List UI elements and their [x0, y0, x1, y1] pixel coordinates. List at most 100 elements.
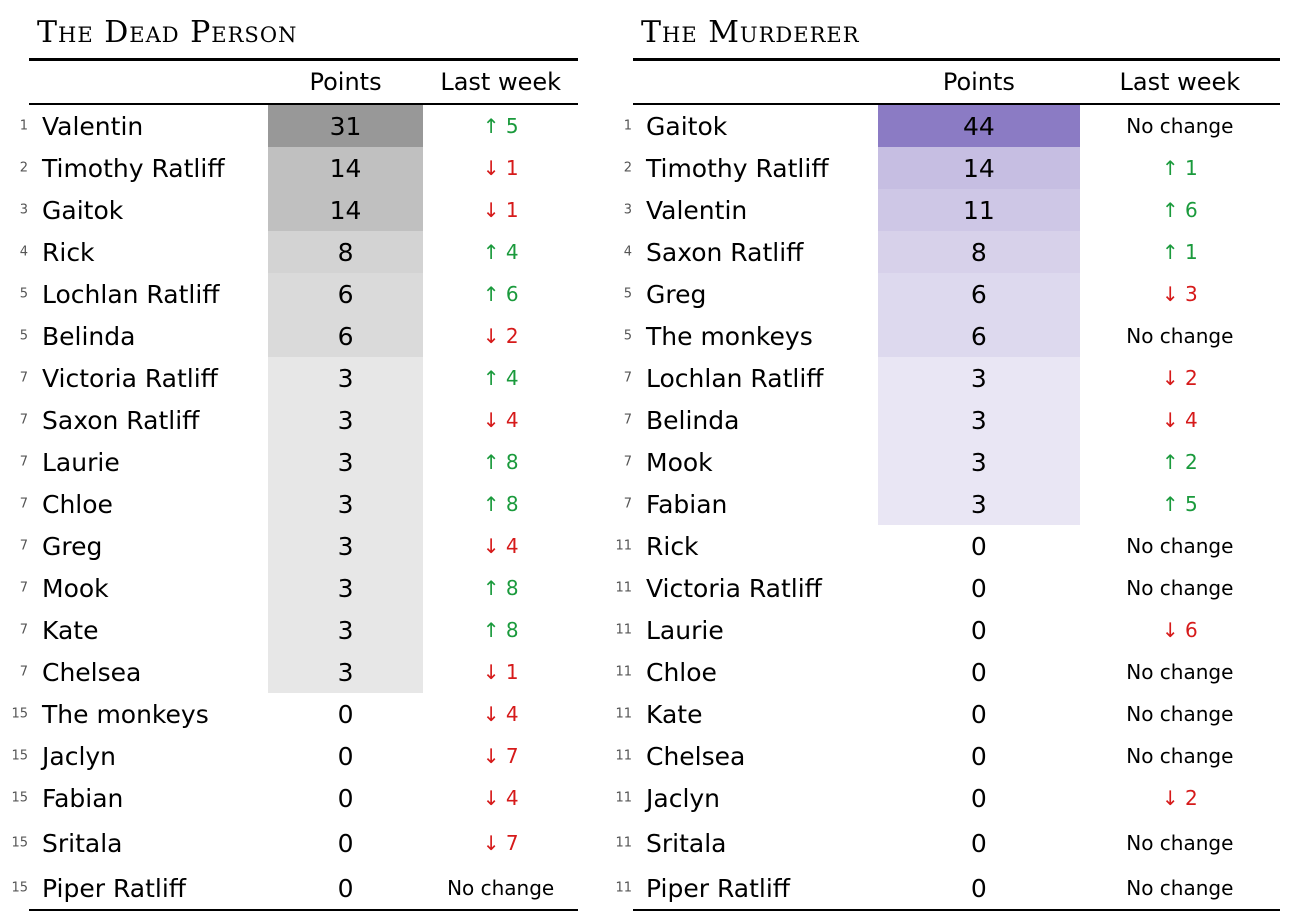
last-week-change: ↑ 8	[482, 450, 519, 474]
table-row: 7 Lochlan Ratliff 3 ↓ 2	[624, 357, 1280, 399]
table-header-row: Points Last week	[633, 61, 1280, 105]
name-cell: Gaitok	[646, 111, 728, 141]
last-week-change: ↓ 7	[482, 831, 519, 855]
last-week-change: No change	[1079, 867, 1280, 911]
last-week-change: ↑ 1	[1161, 156, 1198, 180]
name-header	[34, 61, 268, 105]
table-row: 7 Greg 3 ↓ 4	[20, 525, 578, 567]
rank-cell: 11	[615, 790, 632, 806]
table-row: 7 Mook 3 ↑ 2	[623, 441, 1280, 483]
points-cell: 0	[970, 699, 987, 729]
table-row: 7 Chelsea 3 ↓ 1	[19, 651, 578, 693]
rank-cell: 11	[615, 835, 632, 851]
rank-cell: 5	[623, 286, 632, 302]
last-week-change: ↓ 4	[482, 702, 519, 726]
table-row: 7 Chloe 3 ↑ 8	[20, 483, 578, 525]
name-cell: Saxon Ratliff	[646, 237, 804, 267]
board-title: The Dead Person	[29, 14, 578, 61]
table-row: 11 Piper Ratliff 0 No change	[615, 867, 1280, 911]
points-cell: 6	[878, 315, 1080, 357]
last-week-change: No change	[423, 867, 578, 911]
last-week-change: ↓ 4	[482, 786, 519, 810]
rank-cell: 7	[623, 454, 632, 470]
table-row: 3 Valentin 11 ↑ 6	[623, 189, 1280, 231]
name-cell: Timothy Ratliff	[646, 153, 829, 183]
points-cell: 44	[878, 104, 1080, 147]
name-cell: Valentin	[646, 195, 748, 225]
points-cell: 31	[267, 104, 424, 147]
table-row: 11 Jaclyn 0 ↓ 2	[615, 777, 1280, 819]
name-cell: Mook	[646, 447, 713, 477]
rank-cell: 1	[19, 118, 28, 134]
name-cell: Chloe	[646, 657, 717, 687]
rank-cell: 7	[623, 412, 632, 428]
points-cell: 6	[878, 273, 1080, 315]
name-cell: Timothy Ratliff	[42, 153, 225, 183]
name-cell: Rick	[646, 531, 699, 561]
table-row: 15 Sritala 0 ↓ 7	[11, 819, 578, 867]
points-cell: 11	[878, 189, 1080, 231]
table-row: 11 Laurie 0 ↓ 6	[615, 609, 1280, 651]
points-cell: 14	[878, 147, 1080, 189]
last-week-change: ↓ 4	[482, 534, 519, 558]
table-row: 1 Valentin 31 ↑ 5	[19, 104, 578, 147]
points-cell: 3	[267, 483, 424, 525]
name-cell: Kate	[646, 699, 703, 729]
last-week-change: No change	[1126, 576, 1234, 600]
rank-cell: 3	[19, 202, 28, 218]
name-cell: Gaitok	[42, 195, 124, 225]
rank-cell: 7	[19, 412, 28, 428]
last-week-change: ↓ 2	[482, 324, 519, 348]
murderer-rows: 1 Gaitok 44 No change 2 Timothy Ratliff 14 ↑ 1 3…	[615, 104, 1280, 911]
rank-cell: 2	[623, 160, 632, 176]
last-week-change: ↓ 6	[1161, 618, 1198, 642]
points-cell: 0	[970, 741, 987, 771]
points-cell: 8	[267, 231, 424, 273]
points-cell: 0	[970, 828, 987, 858]
rank-cell: 15	[11, 748, 28, 764]
name-cell: Sritala	[42, 828, 123, 858]
points-cell: 3	[267, 651, 424, 693]
last-week-change: ↑ 8	[482, 492, 519, 516]
points-cell: 3	[267, 399, 424, 441]
points-cell: 3	[878, 483, 1080, 525]
rank-header	[633, 61, 638, 105]
rank-cell: 7	[623, 496, 632, 512]
rank-cell: 7	[19, 454, 28, 470]
rank-cell: 3	[623, 202, 632, 218]
rank-cell: 11	[615, 622, 632, 638]
dead-person-board: The Dead Person Points Last week 1 Valent…	[11, 14, 578, 911]
points-cell: 0	[970, 531, 987, 561]
points-cell: 0	[267, 867, 424, 911]
last-week-change: ↑ 5	[482, 114, 519, 138]
table-row: 2 Timothy Ratliff 14 ↑ 1	[623, 147, 1280, 189]
table-row: 11 Sritala 0 No change	[615, 819, 1280, 867]
last-week-change: No change	[1126, 702, 1234, 726]
table-row: 2 Timothy Ratliff 14 ↓ 1	[20, 147, 578, 189]
name-cell: Kate	[42, 615, 99, 645]
name-cell: Saxon Ratliff	[42, 405, 200, 435]
name-cell: Piper Ratliff	[638, 867, 879, 911]
last-week-change: ↓ 3	[1161, 282, 1198, 306]
name-cell: Chloe	[42, 489, 113, 519]
table-row: 5 Lochlan Ratliff 6 ↑ 6	[20, 273, 578, 315]
table-row: 15 Piper Ratliff 0 No change	[11, 867, 578, 911]
rank-cell: 4	[19, 244, 28, 260]
table-row: 15 Fabian 0 ↓ 4	[11, 777, 578, 819]
name-cell: The monkeys	[646, 321, 813, 351]
points-cell: 0	[970, 657, 987, 687]
board-title: The Murderer	[633, 14, 1280, 61]
rank-header	[29, 61, 34, 105]
last-week-change: ↑ 4	[482, 366, 519, 390]
name-cell: The monkeys	[42, 699, 209, 729]
table-row: 7 Laurie 3 ↑ 8	[19, 441, 578, 483]
name-cell: Chelsea	[646, 741, 746, 771]
name-cell: Lochlan Ratliff	[42, 279, 220, 309]
points-cell: 0	[878, 867, 1080, 911]
points-cell: 3	[878, 357, 1080, 399]
dead-person-rows: 1 Valentin 31 ↑ 5 2 Timothy Ratliff 14 ↓ 1 3 Gait…	[11, 104, 578, 911]
rank-cell: 7	[19, 664, 28, 680]
last-week-change: ↑ 4	[482, 240, 519, 264]
table-row: 7 Belinda 3 ↓ 4	[623, 399, 1280, 441]
points-cell: 0	[337, 699, 354, 729]
